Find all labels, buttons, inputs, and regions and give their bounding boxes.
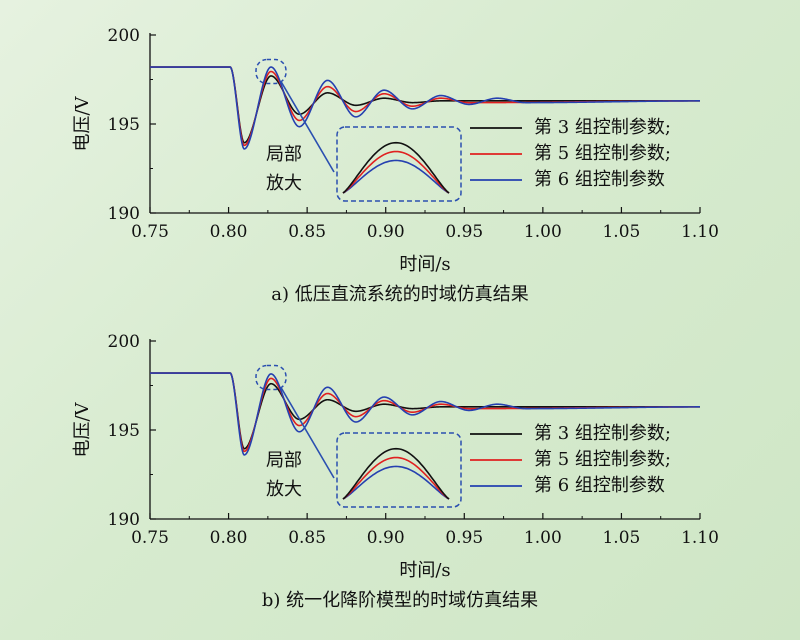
x-tick-label: 1.05 — [602, 222, 640, 242]
chart-panel-b: 0.75 0.80 0.85 0.90 0.95 1.00 1.05 1.10 190 195 20… — [72, 332, 719, 611]
inset-curve-3 — [342, 159, 450, 194]
legend-label-3: 第 6 组控制参数 — [534, 475, 665, 496]
y-tick-label: 195 — [108, 421, 140, 441]
legend-label-1: 第 3 组控制参数; — [534, 117, 671, 138]
zoom-marker — [255, 364, 287, 391]
x-tick-label: 0.85 — [288, 222, 326, 242]
y-tick-label: 190 — [108, 204, 140, 224]
x-tick-label: 1.00 — [524, 222, 562, 242]
legend-label-3: 第 6 组控制参数 — [534, 169, 665, 190]
zoom-annotation-line2: 放大 — [266, 173, 302, 194]
zoom-annotation-line1: 局部 — [266, 144, 302, 165]
inset-curve-2 — [342, 456, 450, 500]
inset-curve-2 — [342, 150, 450, 194]
x-tick-label: 0.80 — [210, 528, 248, 548]
zoom-inset-box — [336, 432, 462, 508]
legend-label-1: 第 3 组控制参数; — [534, 423, 671, 444]
legend-label-2: 第 5 组控制参数; — [534, 449, 671, 470]
series-line-3 — [149, 66, 701, 150]
x-axis-label: 时间/s — [399, 254, 450, 275]
x-tick-label: 0.75 — [131, 222, 169, 242]
zoom-inset-box — [336, 126, 462, 202]
x-tick-label: 1.00 — [524, 528, 562, 548]
inset-curve-3 — [342, 465, 450, 500]
zoom-connector — [280, 81, 335, 173]
x-tick-label: 0.75 — [131, 528, 169, 548]
x-tick-label: 0.95 — [445, 222, 483, 242]
x-tick-label: 0.80 — [210, 222, 248, 242]
figure-caption: a) 低压直流系统的时域仿真结果 — [271, 284, 528, 305]
x-axis-label: 时间/s — [399, 560, 450, 581]
y-tick-label: 195 — [108, 115, 140, 135]
series-line-3 — [149, 372, 701, 456]
x-tick-label: 0.90 — [367, 528, 405, 548]
inset-curve-1 — [342, 447, 450, 500]
x-tick-label: 0.90 — [367, 222, 405, 242]
zoom-connector — [280, 387, 335, 479]
chart-panel-a: 0.75 0.80 0.85 0.90 0.95 1.00 1.05 1.10 190 195 20… — [72, 26, 719, 305]
y-tick-label: 200 — [108, 26, 140, 46]
y-tick-label: 200 — [108, 332, 140, 352]
y-axis-label: 电压/V — [72, 95, 93, 151]
inset-curve-1 — [342, 141, 450, 194]
x-tick-label: 1.10 — [681, 528, 719, 548]
x-tick-label: 0.95 — [445, 528, 483, 548]
zoom-annotation-line2: 放大 — [266, 479, 302, 500]
x-tick-label: 0.85 — [288, 528, 326, 548]
x-tick-label: 1.05 — [602, 528, 640, 548]
y-tick-label: 190 — [108, 510, 140, 530]
figure-caption: b) 统一化降阶模型的时域仿真结果 — [262, 590, 538, 611]
zoom-annotation-line1: 局部 — [266, 450, 302, 471]
y-axis-label: 电压/V — [72, 401, 93, 457]
zoom-marker — [255, 58, 287, 85]
legend-label-2: 第 5 组控制参数; — [534, 143, 671, 164]
x-tick-label: 1.10 — [681, 222, 719, 242]
